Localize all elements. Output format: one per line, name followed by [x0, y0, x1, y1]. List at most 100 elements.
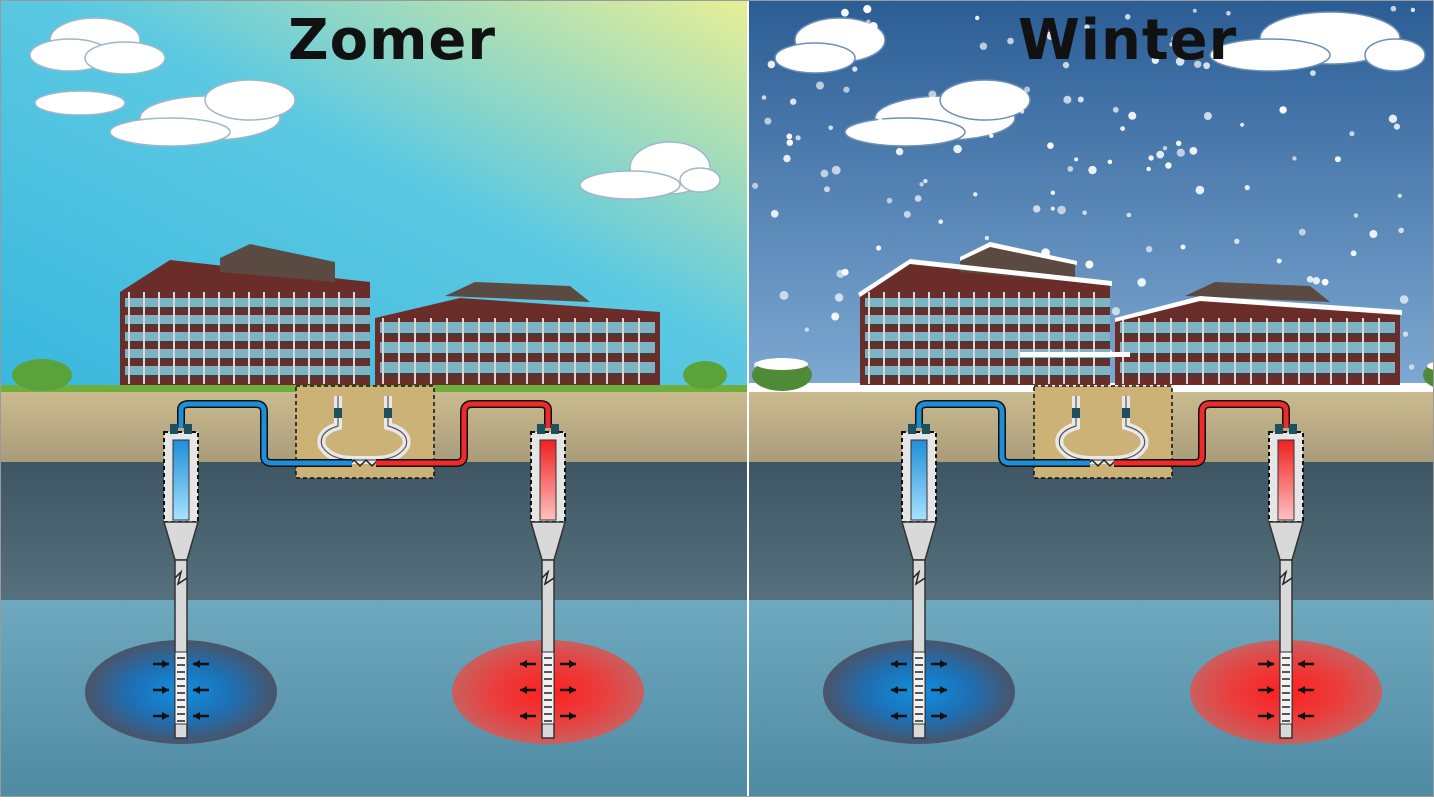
- winter-clouds: [774, 11, 1426, 147]
- mullion: [1154, 318, 1156, 384]
- floor-band: [125, 375, 370, 378]
- flow-arrowhead: [940, 660, 947, 668]
- snowflake: [1195, 185, 1205, 195]
- snowflake: [1165, 162, 1172, 169]
- snowflake: [831, 312, 840, 321]
- snowflake: [843, 86, 850, 93]
- mullion: [526, 318, 528, 384]
- snowflake: [841, 8, 849, 17]
- flow-arrowhead: [940, 712, 947, 720]
- floor-band: [865, 358, 1110, 361]
- well-tube: [172, 439, 190, 521]
- mullion: [1078, 292, 1080, 384]
- winter-title: Winter: [1018, 8, 1238, 73]
- well-tube: [910, 439, 928, 521]
- flow-arrowhead: [569, 686, 576, 694]
- mullion: [398, 318, 400, 384]
- snowflake: [1020, 109, 1025, 114]
- snowflake: [779, 290, 789, 300]
- snowflake: [914, 195, 922, 202]
- mullion: [173, 292, 175, 384]
- snowflake: [1063, 95, 1072, 104]
- mullion: [143, 292, 145, 384]
- mullion: [1202, 318, 1204, 384]
- mullion: [1378, 318, 1380, 384]
- mullion: [203, 292, 205, 384]
- floor-band: [1120, 373, 1395, 376]
- snowflake: [1082, 210, 1087, 215]
- snowflake: [1047, 142, 1054, 149]
- building-roof-top: [220, 244, 335, 282]
- valve: [1275, 424, 1283, 434]
- valve: [1289, 424, 1297, 434]
- snowflake: [1276, 258, 1282, 264]
- floor-band: [125, 324, 370, 327]
- mullion: [1298, 318, 1300, 384]
- snowflake: [1146, 166, 1151, 172]
- window-band: [125, 349, 370, 358]
- exchanger-coil: [1085, 458, 1117, 468]
- snowflake: [1403, 331, 1409, 337]
- snowflake: [834, 293, 844, 302]
- snowflake: [919, 182, 924, 187]
- snowflake: [1398, 227, 1404, 234]
- pipe-break: [541, 569, 555, 586]
- snowflake: [1203, 62, 1210, 70]
- snowflake: [1107, 159, 1113, 165]
- mullion: [494, 318, 496, 384]
- mullion: [414, 318, 416, 384]
- pipe-break: [174, 569, 188, 586]
- snowflake: [1298, 228, 1306, 236]
- window-band: [380, 362, 655, 373]
- snowflake: [928, 90, 937, 99]
- snowflake: [1111, 307, 1120, 316]
- window-band: [865, 366, 1110, 375]
- snowflake: [767, 60, 776, 69]
- window-band: [1120, 342, 1395, 353]
- snowflake: [761, 95, 767, 100]
- flow-arrowhead: [1298, 712, 1305, 720]
- mullion: [338, 292, 340, 384]
- snowflake: [1013, 96, 1019, 102]
- snowflake: [841, 268, 849, 276]
- flow-arrowhead: [162, 660, 169, 668]
- mullion: [308, 292, 310, 384]
- snowflake: [807, 58, 813, 63]
- mullion: [958, 292, 960, 384]
- snowflake: [1192, 8, 1197, 13]
- snowflake: [878, 116, 883, 122]
- mullion: [1314, 318, 1316, 384]
- flow-arrowhead: [891, 660, 898, 668]
- snowflake: [923, 178, 928, 184]
- snowflake: [1046, 31, 1056, 40]
- flow-arrowhead: [193, 712, 200, 720]
- summer-clouds: [29, 17, 721, 200]
- heat-exchanger: [915, 385, 1290, 479]
- bush: [683, 361, 727, 389]
- well-tube: [539, 439, 557, 521]
- mullion: [1282, 318, 1284, 384]
- snowflake: [1203, 112, 1212, 120]
- mullion: [1250, 318, 1252, 384]
- floor-band: [865, 341, 1110, 344]
- window-band: [865, 332, 1110, 341]
- cold-pipe: [916, 401, 1090, 466]
- snowflake: [876, 245, 882, 251]
- summer-ates-system: [85, 385, 644, 744]
- clay-layer: [0, 462, 1434, 602]
- inner-loop-outline: [320, 396, 408, 461]
- snowflake: [1151, 56, 1160, 64]
- flow-arrowhead: [520, 660, 527, 668]
- floor-band: [125, 341, 370, 344]
- mullion: [248, 292, 250, 384]
- mullion: [606, 318, 608, 384]
- snowflake: [1128, 111, 1137, 120]
- snowflake: [863, 5, 872, 14]
- well-filter: [912, 651, 926, 725]
- snowflake: [820, 169, 829, 178]
- snowflake: [1244, 185, 1250, 191]
- snowflake: [1074, 157, 1079, 162]
- mullion: [1048, 292, 1050, 384]
